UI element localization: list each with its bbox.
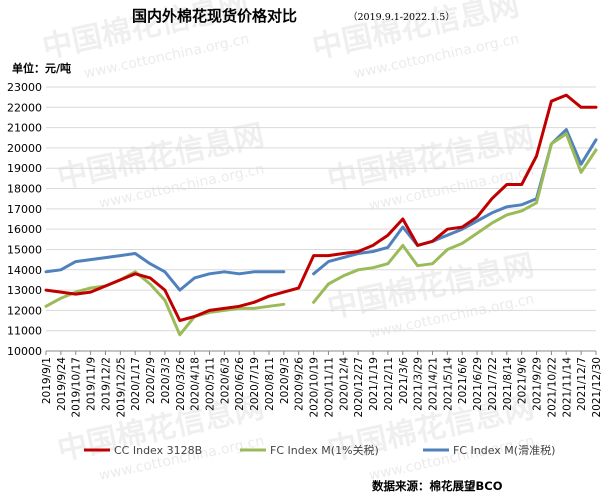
y-axis-label: 单位：元/吨 [12, 61, 71, 75]
x-tick-label: 2020/11/11 [323, 357, 335, 418]
x-tick-labels: 2019/9/1 2019/9/24 2019/10/17 2019/11/9 2019… [41, 351, 603, 418]
y-tick-label: 10000 [7, 345, 42, 358]
x-tick-label: 2020/3/26 [175, 357, 187, 411]
x-tick-label: 2020/10/19 [309, 357, 321, 418]
x-tick-label: 2019/11/9 [86, 357, 98, 411]
y-tick-label: 14000 [7, 264, 42, 277]
x-tick-label: 2019/10/17 [71, 357, 83, 418]
x-tick-label: 2019/9/1 [41, 357, 53, 404]
x-tick-label: 2019/12/25 [115, 357, 127, 418]
y-tick-label: 12000 [7, 304, 42, 317]
y-tick-label: 13000 [7, 284, 42, 297]
x-tick-label: 2021/10/22 [546, 357, 558, 418]
x-tick-label: 2021/12/7 [576, 357, 588, 411]
x-tick-label: 2020/9/26 [294, 357, 306, 411]
series-line-fc-index-1pct-tariff [44, 132, 598, 337]
legend-label: FC Index M(1%关税) [270, 443, 379, 457]
legend-label: FC Index M(滑准税) [453, 443, 555, 457]
x-tick-label: 2019/9/24 [56, 357, 68, 411]
x-tick-label: 2021/5/14 [442, 357, 454, 411]
x-tick-label: 2021/2/11 [383, 357, 395, 411]
y-tick-label: 16000 [7, 223, 42, 236]
y-tick-label: 23000 [7, 81, 42, 94]
x-tick-label: 2021/6/29 [472, 357, 484, 411]
series-lines [44, 93, 598, 337]
chart-title: 国内外棉花现货价格对比 [132, 7, 297, 25]
x-tick-label: 2021/9/6 [517, 357, 529, 404]
x-tick-label: 2021/11/14 [561, 357, 573, 418]
y-tick-label: 17000 [7, 203, 42, 216]
x-tick-label: 2021/7/22 [487, 357, 499, 411]
x-tick-label: 2021/3/29 [413, 357, 425, 411]
series-line-cc-index [44, 93, 598, 322]
x-tick-label: 2021/9/29 [532, 357, 544, 411]
chart-title-note: （2019.9.1-2022.1.5） [348, 11, 455, 23]
y-tick-label: 21000 [7, 122, 42, 135]
x-tick-label: 2021/3/6 [398, 357, 410, 404]
x-tick-label: 2020/12/4 [338, 357, 350, 411]
x-tick-label: 2020/8/11 [264, 357, 276, 411]
y-tick-label: 20000 [7, 142, 42, 155]
x-tick-label: 2020/3/3 [160, 357, 172, 404]
gridlines [46, 86, 596, 352]
x-tick-label: 2021/8/14 [502, 357, 514, 411]
x-tick-label: 2020/7/19 [249, 357, 261, 411]
x-tick-label: 2020/6/26 [234, 357, 246, 411]
x-tick-label: 2019/12/2 [100, 357, 112, 411]
x-tick-label: 2021/1/19 [368, 357, 380, 411]
y-tick-labels: 10000 11000 12000 13000 14000 15000 16000 17000… [7, 81, 42, 358]
y-tick-label: 15000 [7, 243, 42, 256]
x-tick-label: 2020/12/27 [353, 357, 365, 418]
y-tick-label: 11000 [7, 325, 42, 338]
legend-label: CC Index 3128B [114, 444, 202, 457]
x-tick-label: 2020/6/3 [219, 357, 231, 404]
x-tick-label: 2021/4/21 [427, 357, 439, 411]
x-tick-label: 2020/1/17 [130, 357, 142, 411]
x-tick-label: 2020/5/11 [205, 357, 217, 411]
y-tick-label: 18000 [7, 183, 42, 196]
x-tick-label: 2021/6/6 [457, 357, 469, 404]
y-tick-label: 22000 [7, 101, 42, 114]
x-tick-label: 2020/2/9 [145, 357, 157, 404]
x-tick-label: 2020/9/3 [279, 357, 291, 404]
y-tick-label: 19000 [7, 162, 42, 175]
data-source-note: 数据来源：棉花展望BCO [372, 479, 503, 493]
x-tick-label: 2021/12/30 [591, 357, 603, 418]
legend: CC Index 3128B FC Index M(1%关税) FC Index M… [84, 443, 555, 457]
x-tick-label: 2020/4/18 [190, 357, 202, 411]
